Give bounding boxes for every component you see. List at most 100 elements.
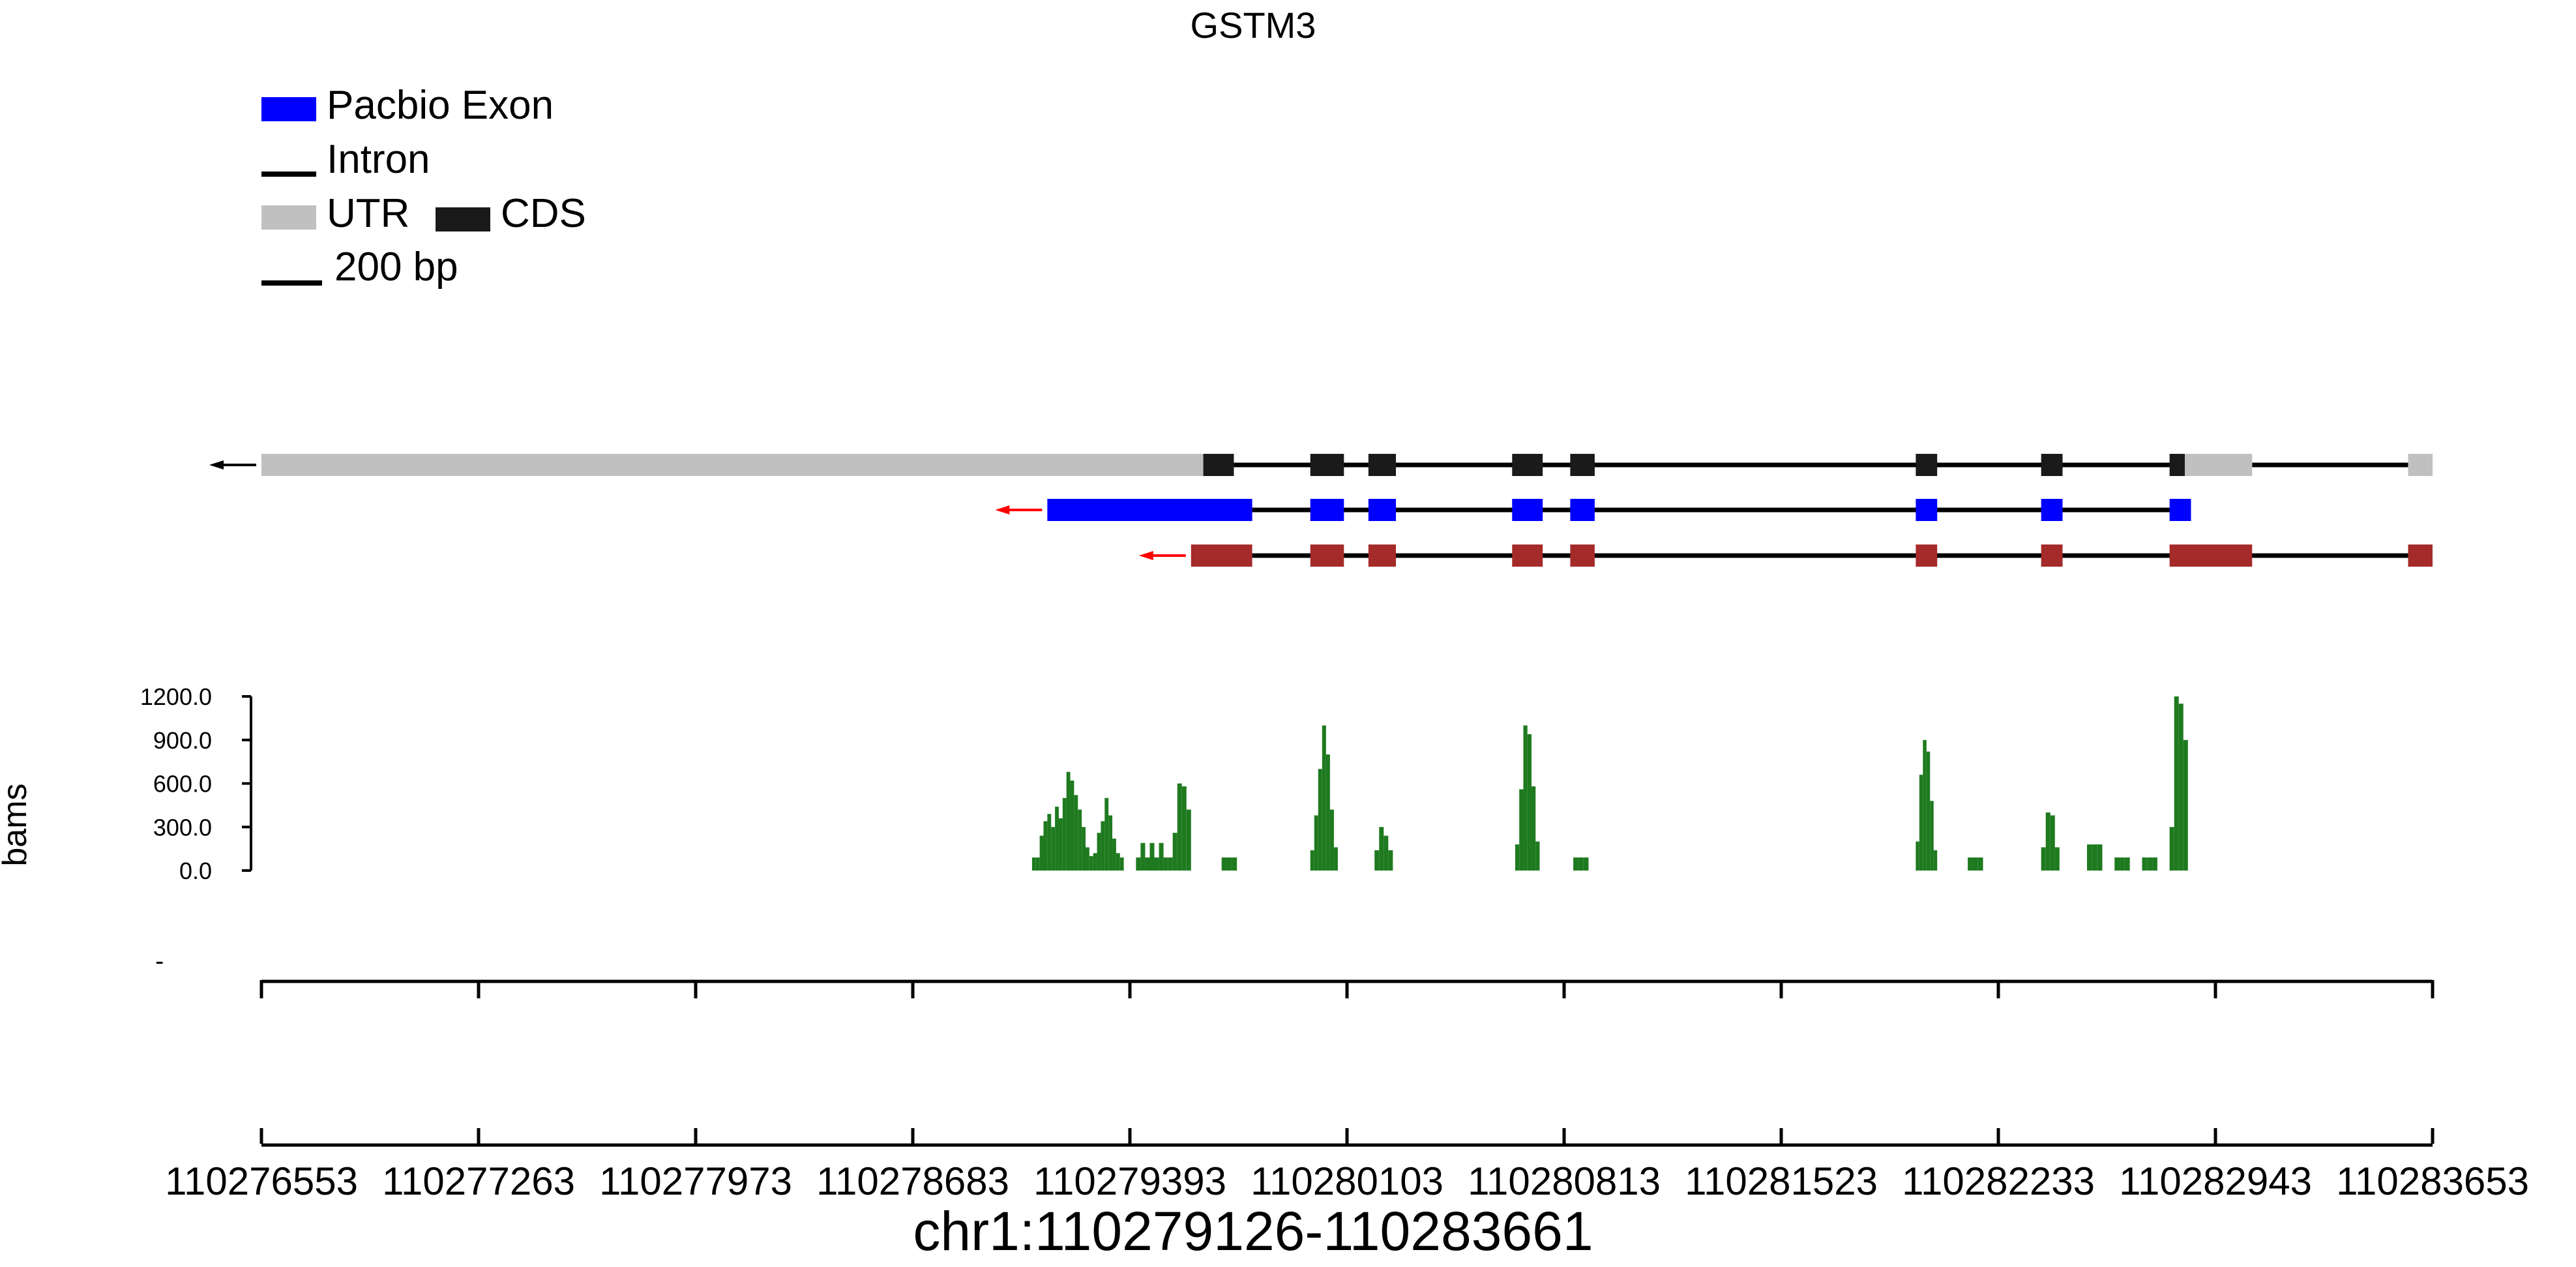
exon-block <box>1047 499 1252 521</box>
x-tick-label: 110281523 <box>1685 1159 1878 1203</box>
coverage-bar <box>1583 857 1589 871</box>
coverage-bar <box>1116 853 1120 871</box>
coverage-bar <box>1578 857 1584 871</box>
transcript-track <box>1138 544 2433 567</box>
coverage-bar <box>1172 833 1177 871</box>
coverage-bar <box>1168 857 1173 871</box>
coverage-bar <box>1108 815 1113 871</box>
coverage-bar <box>1136 857 1141 871</box>
coverage-bar <box>1101 821 1105 871</box>
coverage-bar <box>2087 844 2092 871</box>
legend-label-intron: Intron <box>327 137 430 182</box>
coverage-bar <box>1226 857 1232 871</box>
track-dash: - <box>155 947 164 976</box>
coverage-bar <box>2169 827 2174 871</box>
cds-block <box>1916 454 1938 476</box>
coverage-y-tick-label: 600.0 <box>153 771 212 797</box>
coverage-bar <box>1051 827 1056 871</box>
coverage-bar <box>1039 835 1044 871</box>
coverage-bar <box>2054 847 2060 871</box>
legend-swatch-cds <box>436 207 490 231</box>
coverage-bar <box>1145 857 1150 871</box>
legend-label-pacbio-exon: Pacbio Exon <box>327 83 554 128</box>
coverage-bar <box>2120 857 2125 871</box>
coverage-bar <box>1977 857 1983 871</box>
coverage-bar <box>1923 739 1927 871</box>
coverage-bar <box>1055 807 1059 871</box>
coverage-bar <box>1972 857 1978 871</box>
legend-label-cds: CDS <box>501 191 586 236</box>
cds-block <box>1570 454 1595 476</box>
coverage-bar <box>1379 827 1384 871</box>
coverage-bar <box>2174 696 2179 871</box>
coverage-bar <box>1097 833 1101 871</box>
coverage-y-tick-label: 1200.0 <box>140 683 212 710</box>
coverage-bar <box>1221 857 1227 871</box>
transcript-track <box>995 499 2191 521</box>
cds-block <box>1368 454 1397 476</box>
legend-swatch-utr <box>261 205 316 230</box>
coverage-bar <box>2183 739 2188 871</box>
exon-block <box>1310 544 1344 567</box>
cds-block <box>1310 454 1344 476</box>
x-tick-label: 110276553 <box>165 1159 358 1203</box>
coverage-bar <box>1523 725 1528 871</box>
strand-arrow-head <box>1138 551 1153 560</box>
x-tick-label: 110282233 <box>1902 1159 2095 1203</box>
coverage-bar <box>1232 857 1237 871</box>
coverage-bar <box>2178 704 2184 871</box>
x-tick-label: 110283653 <box>2336 1159 2529 1203</box>
exon-block <box>2041 499 2063 521</box>
x-axis-label: chr1:110279126-110283661 <box>913 1200 1593 1262</box>
coverage-y-tick-label: 0.0 <box>179 857 212 884</box>
coverage-bar <box>2124 857 2130 871</box>
exon-block <box>1512 544 1543 567</box>
coverage-bar <box>1329 809 1334 871</box>
coverage-bar <box>2092 844 2097 871</box>
coverage-bar <box>1112 839 1116 871</box>
coverage-bar <box>2147 857 2153 871</box>
legend-swatch-intron <box>261 171 316 177</box>
coverage-bar <box>1535 841 1540 871</box>
x-tick-label: 110279393 <box>1033 1159 1226 1203</box>
coverage-bar <box>1104 797 1109 871</box>
coverage-bar <box>1333 847 1338 871</box>
exon-block <box>2169 499 2191 521</box>
coverage-bar <box>1078 809 1082 871</box>
coverage-track: 0.0 300.0 600.0 900.0 1200.0 <box>140 683 2188 884</box>
coverage-bar <box>1119 857 1124 871</box>
coverage-bar <box>1089 856 1093 871</box>
coverage-bar <box>1573 857 1578 871</box>
coverage-bar <box>1515 844 1520 871</box>
coverage-bar <box>1384 835 1389 871</box>
coverage-bar <box>1968 857 1973 871</box>
coverage-bar <box>1159 842 1164 871</box>
exon-block <box>1368 499 1397 521</box>
coverage-bar <box>1318 769 1322 871</box>
coverage-bar <box>2041 847 2046 871</box>
coverage-bar <box>1531 786 1536 871</box>
coverage-bar <box>1933 850 1938 871</box>
legend-swatch-scale <box>261 280 322 286</box>
utr-block <box>261 454 1204 476</box>
strand-arrow-head <box>209 460 224 470</box>
coverage-bar <box>2152 857 2157 871</box>
cds-block <box>1512 454 1543 476</box>
exon-block <box>2041 544 2063 567</box>
coverage-ylabel: bams <box>0 783 34 866</box>
coverage-bar <box>1519 789 1524 871</box>
legend-label-utr: UTR <box>327 191 409 236</box>
coverage-bar <box>1035 857 1040 871</box>
coverage-bar <box>1177 783 1182 871</box>
x-tick-label: 110282943 <box>2119 1159 2312 1203</box>
coverage-bar <box>1314 815 1318 871</box>
coverage-bar <box>1322 725 1326 871</box>
coverage-bar <box>1058 818 1063 871</box>
coverage-bar <box>2050 815 2055 871</box>
exon-block <box>1310 499 1344 521</box>
coverage-bar <box>1082 827 1086 871</box>
cds-block <box>2041 454 2063 476</box>
coverage-bar <box>1527 734 1532 871</box>
coverage-bar <box>1181 786 1187 871</box>
coverage-bar <box>2097 844 2103 871</box>
